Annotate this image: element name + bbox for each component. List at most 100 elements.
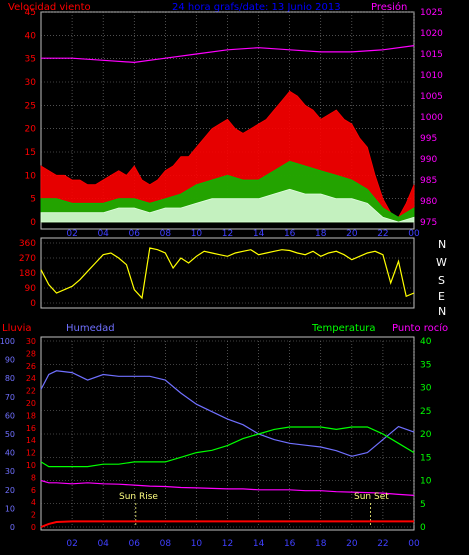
wind-y-tick-label: 20 [25,125,37,135]
sunrise-label: Sun Rise [119,492,158,502]
direction-y-tick-label: 90 [25,284,37,294]
humidity-y-tick-label: 10 [5,504,15,513]
wind-x-tick-label: 16 [284,229,296,239]
pressure-y-tick-label: 1005 [420,92,443,102]
humidity-x-tick-label: 16 [284,539,296,549]
rain-y-tick-label: 20 [26,399,36,408]
humidity-y-tick-label: 20 [5,486,15,495]
wind-x-tick-label: 12 [222,229,233,239]
direction-line [40,247,415,300]
wind-speed-label: Velocidad viento [8,2,91,13]
compass-north-top: N [438,238,446,251]
humidity-x-tick-label: 20 [346,539,358,549]
temperature-line [40,426,415,468]
humidity-y-tick-label: 30 [5,467,15,476]
temp-y-tick-label: 15 [420,453,431,463]
sunset-label: Sun Set [354,492,389,502]
humidity-y-tick-label: 0 [10,523,15,532]
wind-x-tick-label: 22 [377,229,388,239]
humidity-x-tick-label: 00 [408,539,420,549]
compass-south: S [438,274,445,287]
rain-y-tick-label: 26 [26,362,36,371]
pressure-y-tick-label: 985 [420,176,437,186]
temp-y-tick-label: 35 [420,360,431,370]
pressure-y-tick-label: 1015 [420,50,443,60]
temp-y-tick-label: 25 [420,407,431,417]
humidity-panel-frame [40,336,415,531]
compass-west: W [436,256,447,269]
humidity-y-tick-label: 60 [5,411,15,420]
pressure-y-tick-label: 990 [420,155,437,165]
rain-y-tick-label: 18 [26,411,36,420]
humidity-x-tick-label: 04 [97,539,109,549]
chart-title: 24 hora grafs/date: 13 Junio 2013 [172,2,341,13]
wind-y-tick-label: 0 [30,218,36,228]
rain-y-tick-label: 28 [26,349,36,358]
direction-y-tick-label: 180 [19,269,36,279]
humidity-x-tick-label: 22 [377,539,388,549]
rain-y-tick-label: 24 [26,374,36,383]
wind-y-tick-label: 10 [25,171,37,181]
humidity-x-tick-label: 10 [191,539,203,549]
pressure-y-tick-label: 975 [420,218,437,228]
rain-y-tick-label: 30 [26,337,36,346]
pressure-y-tick-label: 980 [420,197,437,207]
humidity-y-tick-label: 70 [5,393,15,402]
dewpoint-line [40,479,415,496]
temp-y-tick-label: 40 [420,337,432,347]
direction-y-tick-label: 0 [30,299,36,309]
temp-y-tick-label: 5 [420,500,426,510]
rain-y-tick-label: 12 [26,449,36,458]
wind-y-tick-label: 45 [25,8,36,18]
humidity-x-tick-label: 18 [315,539,327,549]
wind-x-tick-label: 06 [129,229,141,239]
rain-y-tick-label: 4 [31,498,36,507]
pressure-y-tick-label: 1000 [420,113,443,123]
rain-y-tick-label: 22 [26,387,36,396]
wind-y-tick-label: 5 [30,195,36,205]
humidity-x-tick-label: 02 [66,539,77,549]
wind-x-tick-label: 02 [66,229,77,239]
wind-x-tick-label: 04 [97,229,109,239]
humidity-plot: 0510152025303540010203040506070809010002… [0,337,432,549]
compass-east: E [438,290,445,303]
rain-y-tick-label: 14 [26,436,36,445]
direction-y-tick-label: 270 [19,254,36,264]
wind-x-tick-label: 14 [253,229,265,239]
direction-plot: 0 90 180 270 360 [19,239,415,309]
wind-x-tick-label: 20 [346,229,358,239]
humidity-x-tick-label: 08 [160,539,172,549]
rain-y-tick-label: 0 [31,523,36,532]
humidity-y-tick-label: 90 [5,356,15,365]
rain-line [40,520,414,528]
wind-y-tick-label: 35 [25,55,36,65]
wind-min-area [40,188,415,223]
temp-y-tick-label: 10 [420,477,432,487]
dewpoint-label: Punto rocío [392,322,448,334]
compass-north-bottom: N [438,305,446,318]
pressure-line [41,45,415,64]
temperature-label: Temperatura [311,323,376,334]
rain-y-tick-label: 6 [31,486,36,495]
humidity-x-tick-label: 12 [222,539,233,549]
wind-x-tick-label: 08 [160,229,172,239]
rain-y-tick-label: 8 [31,473,36,482]
humidity-x-tick-label: 14 [253,539,265,549]
wind-x-tick-label: 18 [315,229,327,239]
temp-y-tick-label: 0 [420,523,426,533]
humidity-x-tick-label: 06 [129,539,141,549]
temp-y-tick-label: 20 [420,430,432,440]
humidity-y-tick-label: 100 [0,337,15,346]
pressure-y-tick-label: 1010 [420,71,443,81]
rain-y-tick-label: 16 [26,424,36,433]
wind-y-tick-label: 40 [25,31,37,41]
temp-y-tick-label: 30 [420,384,432,394]
direction-y-tick-label: 360 [19,239,36,249]
wind-y-tick-label: 30 [25,78,37,88]
rain-y-tick-label: 2 [31,511,36,520]
humidity-line [40,370,415,457]
humidity-y-tick-label: 80 [5,374,15,383]
wind-x-tick-label: 00 [408,229,420,239]
pressure-y-tick-label: 1025 [420,8,443,18]
